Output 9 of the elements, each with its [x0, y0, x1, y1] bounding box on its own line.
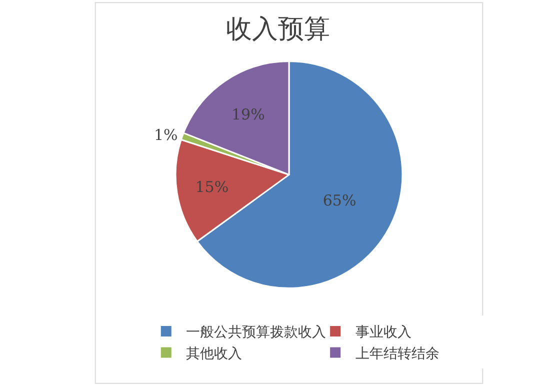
- legend-label: 一般公共预算拨款收入: [186, 324, 326, 341]
- data-label: 1%: [154, 126, 178, 144]
- chart-title: 收入预算: [226, 14, 330, 44]
- legend-label: 事业收入: [355, 324, 412, 341]
- legend-label: 上年结转结余: [355, 346, 440, 362]
- data-label: 19%: [232, 106, 265, 124]
- data-label: 65%: [322, 191, 356, 210]
- data-label: 15%: [195, 178, 229, 196]
- legend-label: 其他收入: [186, 346, 242, 362]
